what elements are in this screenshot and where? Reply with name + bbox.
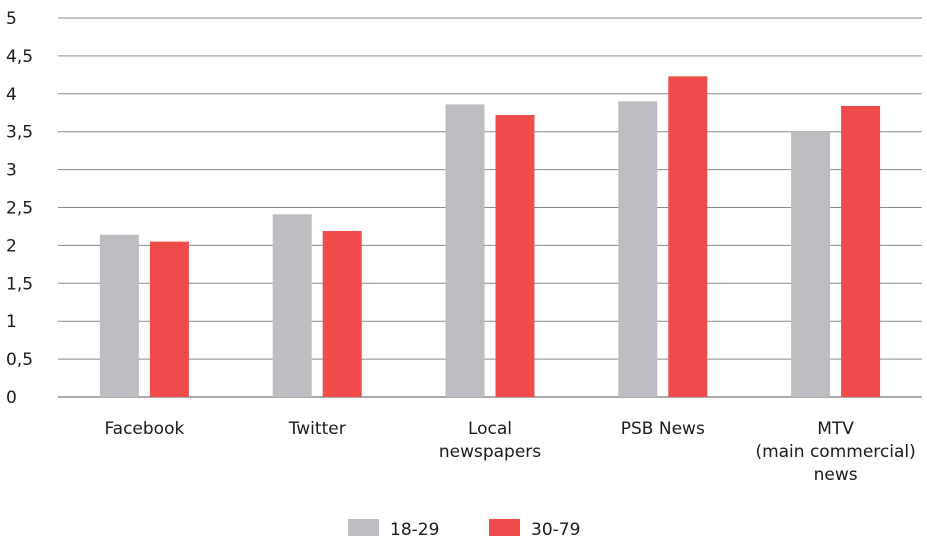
x-category-label: Twitter [288,419,346,439]
x-category-label: Local [468,419,512,439]
x-category-label: Facebook [104,419,184,439]
y-tick-label: 3 [6,161,17,181]
bar-18-29 [791,131,831,397]
y-tick-label: 2 [6,236,17,256]
y-tick-label: 2,5 [6,199,33,219]
legend-swatch [348,519,379,536]
bar-18-29 [445,104,485,398]
y-tick-label: 5 [6,9,17,29]
bar-30-79 [668,76,708,397]
x-category-label: PSB News [621,419,705,439]
y-tick-label: 4,5 [6,47,33,67]
bar-30-79 [322,230,362,397]
x-category-label: MTV [817,419,854,439]
bar-30-79 [841,105,881,397]
x-category-label: newspapers [439,442,541,462]
y-tick-label: 4 [6,85,17,105]
y-axis-ticks: 0 0,5 1 1,5 2 2,5 3 3,5 4 4,5 5 [6,9,33,408]
y-tick-label: 0,5 [6,350,33,370]
gridlines [58,17,922,398]
bar-30-79 [149,241,189,397]
y-tick-label: 1,5 [6,274,33,294]
x-axis-labels: Facebook Twitter Local newspapers PSB News MT… [104,419,915,485]
bar-18-29 [99,234,139,397]
y-tick-label: 3,5 [6,123,33,143]
bar-30-79 [495,115,535,398]
legend-label: 18-29 [390,520,439,540]
x-category-label: news [814,465,858,485]
bar-18-29 [618,101,658,397]
y-tick-label: 1 [6,312,17,332]
y-tick-label: 0 [6,388,17,408]
bar-18-29 [272,214,312,397]
x-category-label: (main commercial) [755,442,915,462]
legend-label: 30-79 [531,520,580,540]
legend: 18-29 30-79 [348,519,580,540]
bars [99,76,881,398]
legend-swatch [489,519,520,536]
